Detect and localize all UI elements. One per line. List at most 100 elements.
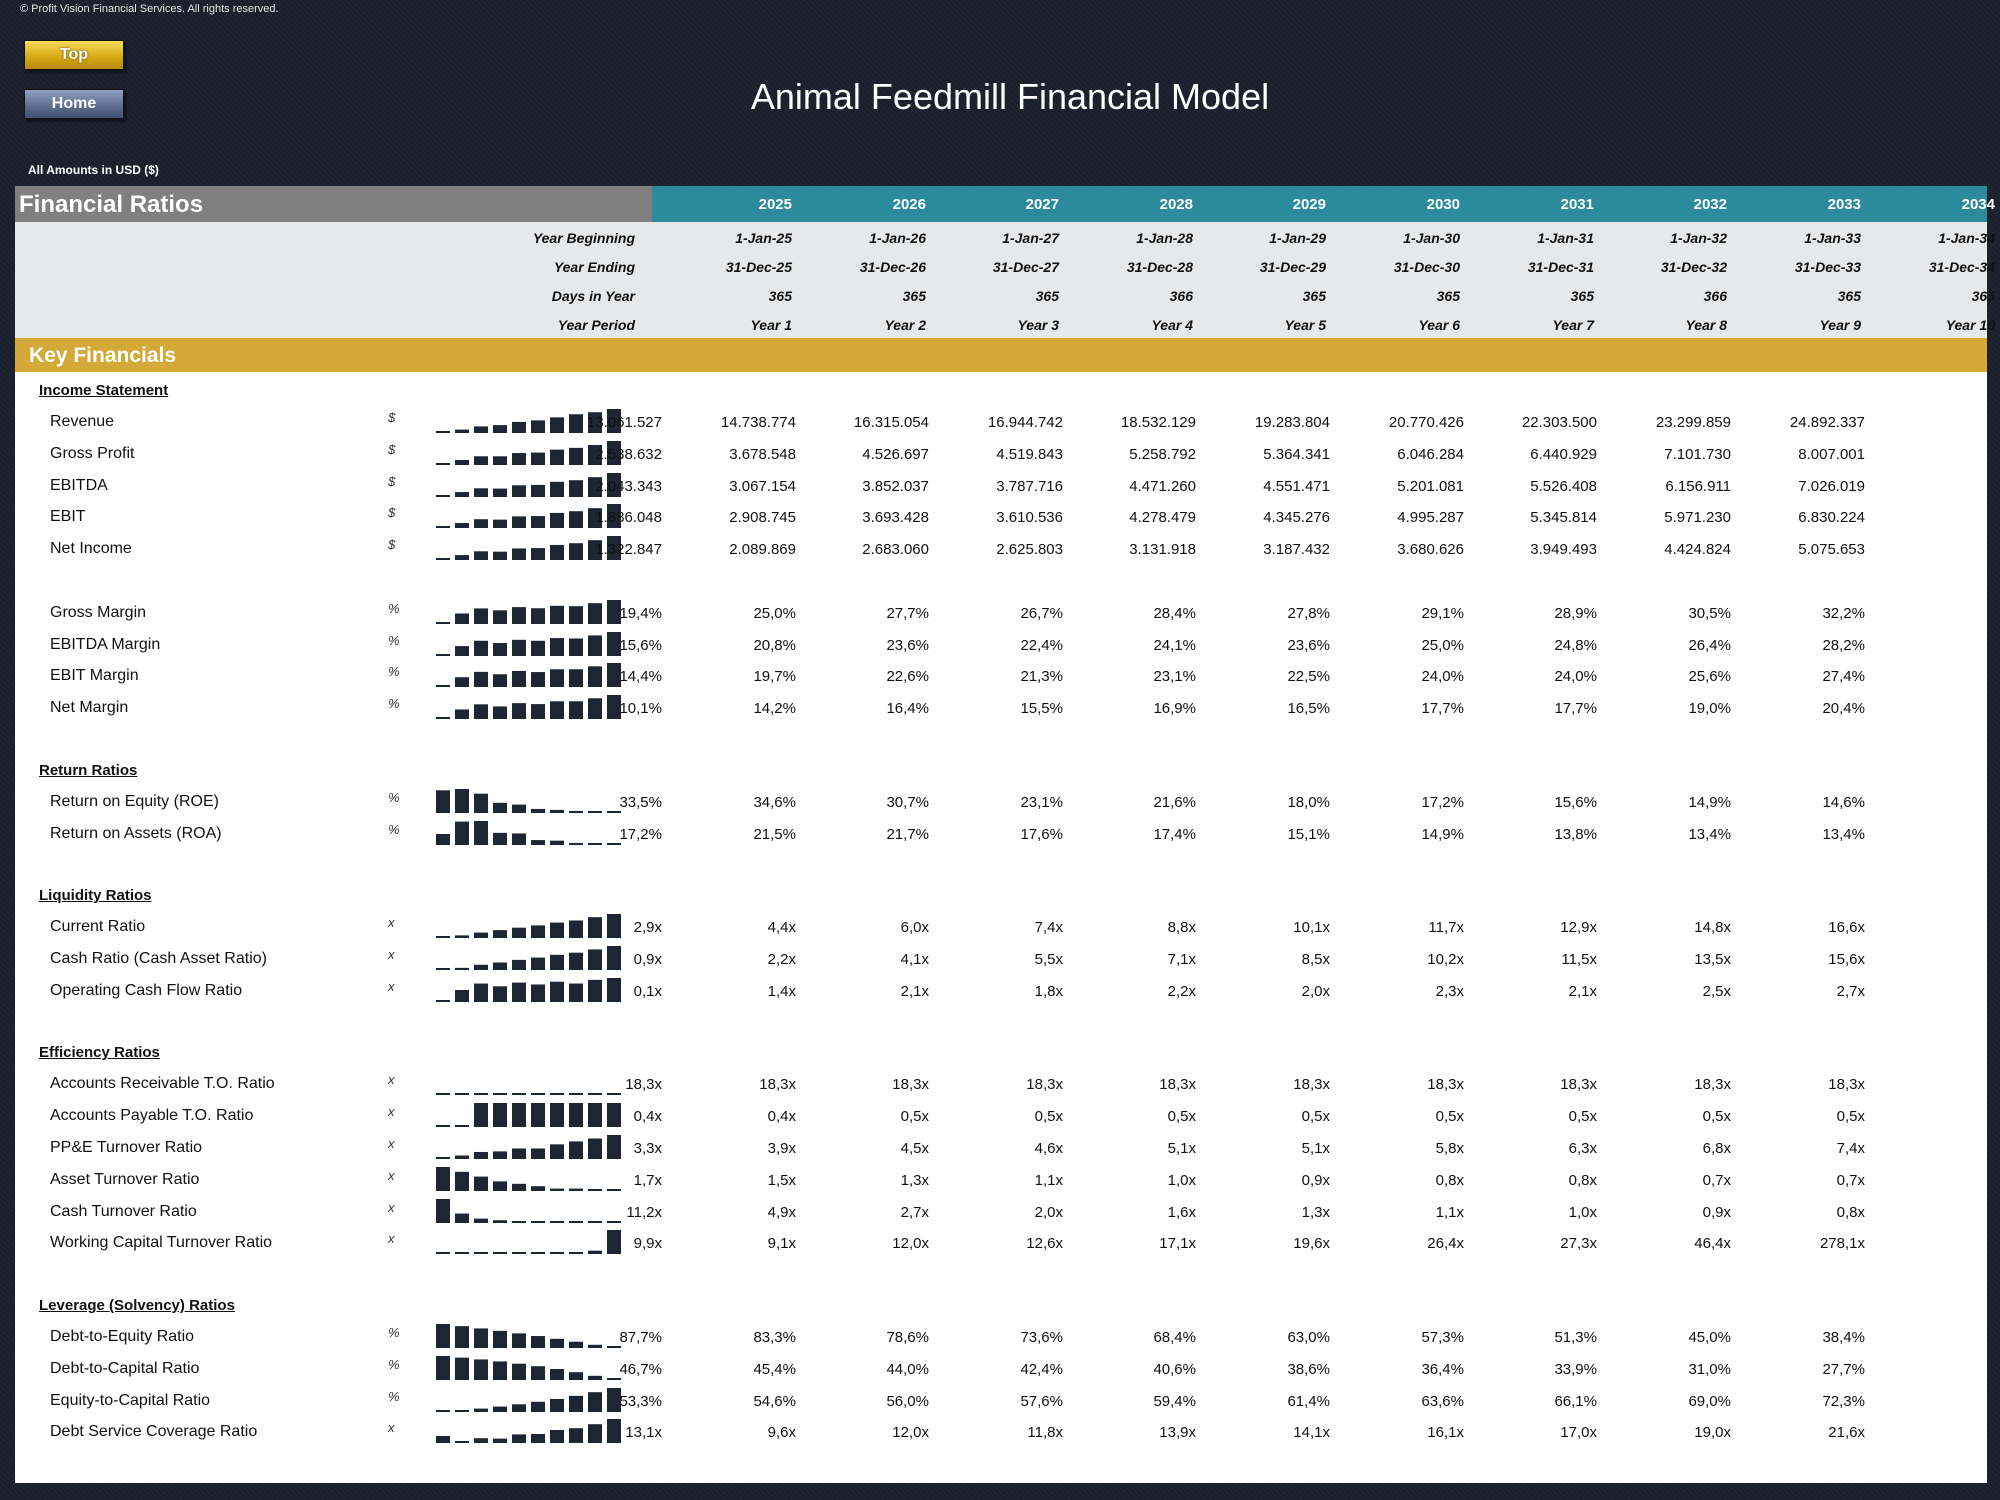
value-cell: 16,4% (886, 700, 929, 718)
sparkline-bar (512, 1220, 526, 1223)
sparkline-bar (493, 930, 507, 939)
value-cell: 26,4x (1427, 1235, 1464, 1253)
meta-value: 31-Dec-28 (1126, 259, 1193, 275)
sparkline-bar (550, 637, 564, 656)
value-cell: 2.538.632 (595, 445, 662, 463)
value-cell: 3.787.716 (996, 477, 1063, 495)
value-cell: 18.532.129 (1120, 414, 1196, 431)
value-cell: 28,9% (1554, 604, 1597, 622)
sparkline-bar (569, 638, 583, 656)
meta-label-0: Year Beginning (532, 230, 635, 246)
sparkline-bar (550, 1368, 564, 1380)
key-financials-title: Key Financials (29, 344, 177, 367)
meta-value: 366 (1169, 288, 1193, 304)
sparkline (436, 1103, 621, 1128)
home-button[interactable]: Home (24, 89, 124, 119)
value-cell: 20.770.426 (1388, 414, 1464, 431)
value-cell: 0,5x (1568, 1108, 1597, 1126)
sparkline-bar (455, 821, 469, 845)
table-row: EBITDA Margin% 15,6% 20,8% 23,6% 22,4% 24,1% 2… (15, 631, 1987, 661)
sparkline-bar (550, 449, 564, 465)
value-cell: 54,6% (753, 1392, 796, 1410)
table-row: Revenue $13.061.527 14.738.774 16.315.054 16… (15, 408, 1987, 438)
value-cell: 21,3% (1020, 668, 1063, 686)
value-cell: 0,5x (1702, 1108, 1731, 1126)
year-header-7: 2032 (1693, 196, 1727, 213)
value-cell: 3,3x (633, 1140, 662, 1157)
sparkline-bar (493, 1151, 507, 1159)
sparkline-bar (588, 1251, 602, 1255)
top-button[interactable]: Top (24, 40, 124, 70)
sparkline (436, 1198, 621, 1223)
year-header-2: 2027 (1025, 196, 1059, 213)
sparkline-bar (436, 1409, 450, 1412)
value-cell: 68,4% (1153, 1329, 1196, 1346)
sparkline-bar (588, 602, 602, 624)
section-heading: Leverage (Solvency) Ratios (39, 1297, 235, 1314)
sparkline-bar (607, 946, 621, 970)
table-row: PP&E Turnover Ratio x 3,3x 3,9x 4,5x 4,6x 5,1x… (15, 1134, 1987, 1164)
sparkline-bar (436, 685, 450, 688)
sparkline-bar (607, 631, 621, 656)
value-cell: 6.046.284 (1397, 445, 1464, 463)
meta-value: 31-Dec-29 (1259, 259, 1326, 275)
sparkline-bar (512, 804, 526, 813)
value-cell: 13,4% (1822, 825, 1865, 843)
value-cell: 0,5x (1836, 1108, 1865, 1126)
value-cell: 25,0% (1421, 636, 1464, 654)
row-label: Debt Service Coverage Ratio (50, 1423, 258, 1441)
value-cell: 4,1x (900, 951, 929, 968)
value-cell: 4,6x (1034, 1140, 1063, 1157)
value-cell: 38,4% (1822, 1329, 1865, 1346)
sparkline-bar (531, 1252, 545, 1255)
sparkline (436, 663, 621, 688)
sparkline-bar (588, 810, 602, 813)
value-cell: 69,0% (1688, 1392, 1731, 1410)
value-cell: 3,9x (767, 1140, 796, 1157)
sparkline-bar (531, 1401, 545, 1412)
sparkline-bar (531, 1185, 545, 1191)
sparkline-bar (493, 802, 507, 813)
sparkline-bar (436, 462, 450, 465)
sparkline-bar (588, 1220, 602, 1223)
unit-label: x (388, 978, 395, 994)
row-label: Revenue (50, 413, 115, 430)
sparkline-bar (474, 1218, 488, 1223)
sparkline-bar (455, 1441, 469, 1444)
value-cell: 13,9x (1159, 1424, 1196, 1442)
sparkline-bar (455, 1125, 469, 1128)
value-cell: 2,0x (1301, 982, 1330, 1000)
section-heading: Income Statement (39, 382, 169, 399)
value-cell: 0,9x (1702, 1203, 1731, 1221)
value-cell: 3.187.432 (1263, 541, 1330, 559)
unit-label: % (388, 789, 400, 805)
sparkline-bar (436, 1198, 450, 1223)
table-row: Accounts Receivable T.O. Ratio x 18,3x 18,3… (15, 1070, 1987, 1100)
unit-label: $ (388, 410, 396, 425)
sparkline-bar (569, 479, 583, 497)
value-cell: 30,5% (1688, 604, 1731, 622)
value-cell: 18,3x (1159, 1076, 1196, 1094)
table-row: Gross Profit $2.538.632 3.678.548 4.526.697… (15, 440, 1987, 470)
sparkline (436, 788, 621, 813)
value-cell: 16.315.054 (853, 414, 929, 431)
value-cell: 27,8% (1287, 604, 1330, 622)
value-cell: 17,0x (1560, 1424, 1597, 1442)
meta-value: 1-Jan-33 (1804, 230, 1861, 246)
sparkline-bar (607, 1230, 621, 1255)
year-header-8: 2033 (1827, 196, 1861, 213)
value-cell: 3.693.428 (862, 509, 929, 527)
value-cell: 20,8% (753, 636, 796, 654)
value-cell: 11,5x (1561, 951, 1597, 968)
sparkline-bar (455, 1326, 469, 1348)
value-cell: 46,7% (619, 1360, 662, 1378)
value-cell: 12,0x (892, 1424, 929, 1442)
sparkline (436, 409, 621, 433)
value-cell: 13,4% (1688, 825, 1731, 843)
value-cell: 45,0% (1688, 1329, 1731, 1346)
value-cell: 16,9% (1153, 700, 1196, 718)
sparkline-bar (550, 481, 564, 497)
sparkline-bar (531, 672, 545, 688)
sparkline-bar (493, 551, 507, 561)
value-cell: 0,8x (1836, 1203, 1865, 1221)
